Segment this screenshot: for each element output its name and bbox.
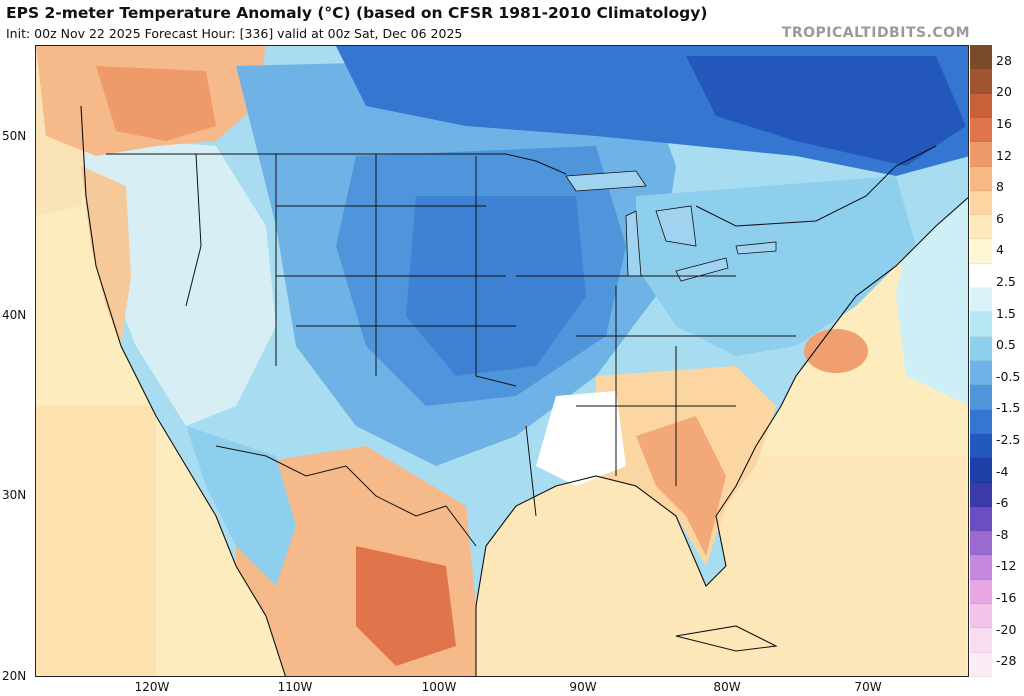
chart-subtitle: Init: 00z Nov 22 2025 Forecast Hour: [33… [6, 26, 463, 41]
borders [106, 145, 937, 547]
lon-label-100w: 100W [421, 680, 457, 694]
colorbar-label: 8 [996, 179, 1004, 195]
colorbar-swatch [970, 506, 992, 532]
colorbar-swatch [970, 361, 992, 386]
colorbar-swatch [970, 385, 992, 410]
colorbar-label: 28 [996, 52, 1012, 68]
colorbar-swatch [970, 409, 992, 434]
lon-label-80w: 80W [713, 680, 741, 694]
lake-huron [655, 205, 697, 247]
colorbar-swatch [970, 117, 992, 143]
colorbar-label: -6 [996, 495, 1009, 511]
lat-label-50n: 50N [2, 129, 27, 143]
colorbar-swatch [970, 190, 992, 216]
colorbar-swatch [970, 433, 992, 459]
lat-label-40n: 40N [2, 308, 27, 322]
quebec-cold-core [686, 56, 966, 166]
mexico-warm-core [356, 546, 456, 666]
colorbar-swatch [970, 45, 992, 70]
colorbar-swatch [970, 628, 992, 653]
colorbar-swatch [970, 288, 992, 313]
colorbar-label: -2.5 [996, 432, 1021, 447]
us-mexico-border [215, 445, 477, 547]
atlantic-warm-spot [804, 329, 868, 373]
colorbar-label: 16 [996, 116, 1012, 131]
colorbar-swatch [970, 555, 992, 580]
pacific-warm-area [36, 406, 156, 676]
colorbar-swatch [970, 142, 992, 167]
colorbar-label: 20 [996, 84, 1012, 100]
colorbar-label: -12 [996, 558, 1017, 574]
lake-superior [565, 170, 647, 192]
lon-label-110w: 110W [277, 680, 313, 694]
colorbar-label: -28 [996, 653, 1017, 669]
colorbar-label: -20 [996, 621, 1017, 637]
colorbar-swatch [970, 604, 992, 629]
lake-ontario [735, 241, 777, 255]
colorbar: 28 20 16 12 8 6 4 2.5 1.5 0.5 -0.5 -1.5 -2.5 -4 -6 -8 -1… [970, 45, 1024, 677]
map-canvas [36, 46, 968, 676]
chart-title: EPS 2-meter Temperature Anomaly (°C) (ba… [6, 4, 708, 22]
state-line-1 [185, 153, 202, 307]
lon-label-120w: 120W [134, 680, 170, 694]
gulf-atlantic-coast [475, 197, 968, 676]
sonora-cool [186, 426, 296, 586]
colorbar-swatch [970, 579, 992, 605]
colorbar-label: 12 [996, 147, 1012, 163]
colorbar-label: 4 [996, 242, 1004, 258]
colorbar-swatch [970, 652, 992, 677]
colorbar-label: 6 [996, 210, 1004, 226]
colorbar-label: -8 [996, 526, 1009, 542]
colorbar-label: 1.5 [996, 305, 1016, 321]
lon-label-90w: 90W [569, 680, 597, 694]
colorbar-swatch [970, 531, 992, 556]
lat-label-20n: 20N [2, 669, 27, 683]
colorbar-swatch [970, 239, 992, 264]
cuba-outline [675, 625, 778, 652]
colorbar-swatch [970, 93, 992, 118]
colorbar-swatch [970, 263, 992, 289]
colorbar-label: -0.5 [996, 368, 1021, 384]
west-coast-warm [81, 166, 131, 346]
mississippi-neutral [536, 391, 626, 486]
colorbar-swatch [970, 336, 992, 361]
colorbar-label: 2.5 [996, 274, 1016, 289]
lat-label-30n: 30N [2, 488, 27, 502]
colorbar-label: -16 [996, 590, 1017, 605]
colorbar-swatch [970, 458, 992, 483]
anomaly-map[interactable] [35, 45, 969, 677]
colorbar-swatch [970, 215, 992, 240]
northeast-cool [636, 176, 916, 356]
us-canada-border [106, 153, 567, 175]
brand-watermark[interactable]: TROPICALTIDBITS.COM [781, 25, 970, 41]
coastlines [80, 105, 968, 676]
west-us-mixed [81, 136, 276, 426]
lake-erie [675, 257, 729, 282]
colorbar-label: -1.5 [996, 400, 1021, 416]
colorbar-label: 0.5 [996, 337, 1016, 353]
colorbar-swatch [970, 482, 992, 507]
east-canada-border [695, 145, 937, 227]
plains-cold-core [406, 196, 586, 376]
colorbar-swatch [970, 312, 992, 337]
state-line-4 [475, 156, 517, 387]
lon-label-70w: 70W [854, 680, 882, 694]
colorbar-label: -4 [996, 463, 1009, 479]
pacific-coast [80, 105, 286, 676]
colorbar-swatch [970, 69, 992, 94]
colorbar-swatch [970, 166, 992, 191]
bc-warm-core [96, 66, 216, 141]
state-line-13 [525, 425, 537, 517]
florida-warm [636, 416, 726, 556]
